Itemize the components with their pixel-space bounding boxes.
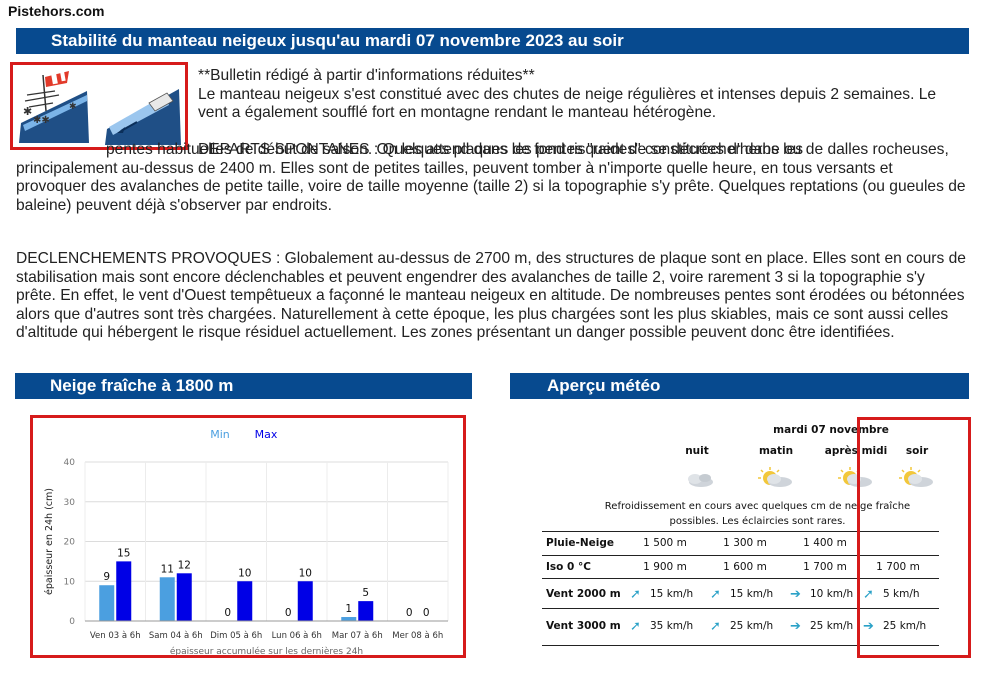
meteo-comment: Refroidissement en cours avec quelques c… [604, 501, 911, 527]
table-divider [542, 608, 939, 609]
data-label: 10 [299, 567, 312, 579]
wind-arrow-icon: ➔ [863, 619, 874, 634]
sun-clouds-icon [836, 466, 876, 495]
y-tick-label: 30 [64, 498, 76, 508]
bulletin-intro-text: Le manteau neigeux s'est constitué avec … [198, 85, 937, 122]
bar-max [176, 573, 192, 621]
meteo-cell: 35 km/h [650, 620, 694, 632]
x-tick-label: Lun 06 à 6h [272, 631, 322, 641]
data-label: 0 [406, 607, 413, 619]
bulletin-title: Stabilité du manteau neigeux jusqu'au ma… [16, 28, 969, 54]
meteo-row-label: Iso 0 °C [546, 561, 591, 573]
provoked-section: DECLENCHEMENTS PROVOQUES : Globalement a… [16, 250, 966, 343]
data-label: 12 [178, 559, 191, 571]
site-logo[interactable]: Pistehors.com [8, 3, 105, 19]
bar-max [297, 581, 313, 621]
bar-min [159, 577, 175, 621]
meteo-row-label: Vent 3000 m [546, 620, 621, 632]
data-label: 1 [345, 603, 352, 615]
data-label: 9 [103, 571, 110, 583]
bar-max [116, 561, 132, 621]
wind-arrow-icon: ➚ [630, 619, 641, 634]
table-divider [542, 555, 939, 556]
period-label: soir [905, 445, 929, 457]
meteo-cell: 1 700 m [876, 561, 920, 573]
period-label: matin [758, 445, 794, 457]
bulletin-intro: **Bulletin rédigé à partir d'information… [198, 67, 968, 159]
data-label: 0 [423, 607, 430, 619]
wind-arrow-icon: ➚ [710, 587, 721, 602]
x-axis-label: épaisseur accumulée sur les dernières 24… [170, 646, 363, 655]
spontaneous-line1: DEPARTS SPONTANES : Quelques plaques de … [198, 140, 804, 158]
snow-section-title: Neige fraîche à 1800 m [15, 373, 472, 399]
meteo-cell: 1 500 m [643, 537, 687, 549]
risk-icons-frame: ✱ ✱✱ ✱ [10, 62, 188, 150]
meteo-cell: 1 400 m [803, 537, 847, 549]
cloudy-night-icon [677, 466, 717, 495]
y-tick-label: 0 [69, 617, 75, 627]
table-divider [542, 645, 939, 646]
x-tick-label: Sam 04 à 6h [149, 631, 203, 641]
legend-max: Max [255, 428, 278, 441]
spontaneous-rest: pentes habituelles de début de saison. O… [16, 141, 966, 214]
svg-text:✱: ✱ [23, 105, 32, 118]
meteo-cell: 5 km/h [883, 588, 920, 600]
x-tick-label: Mar 07 à 6h [332, 631, 383, 641]
svg-text:✱: ✱ [69, 102, 77, 112]
sun-clouds-icon [756, 466, 796, 495]
bar-min [99, 585, 115, 621]
x-tick-label: Dim 05 à 6h [210, 631, 262, 641]
meteo-cell: 1 900 m [643, 561, 687, 573]
data-label: 0 [285, 607, 292, 619]
snow-chart-frame [30, 415, 466, 658]
meteo-cell: 1 300 m [723, 537, 767, 549]
data-label: 11 [161, 563, 174, 575]
wind-arrow-icon: ➔ [790, 619, 801, 634]
spontaneous-text: pentes habituelles de début de saison. O… [16, 141, 966, 215]
legend-min: Min [210, 428, 230, 441]
meteo-cell: 10 km/h [810, 588, 854, 600]
meteo-cell: 1 700 m [803, 561, 847, 573]
wind-arrow-icon: ➚ [630, 587, 641, 602]
sun-clouds-icon [897, 466, 937, 495]
meteo-section-title: Aperçu météo [510, 373, 969, 399]
bulletin-note: **Bulletin rédigé à partir d'information… [198, 67, 535, 84]
y-tick-label: 40 [64, 458, 76, 468]
wind-arrow-icon: ➚ [710, 619, 721, 634]
data-label: 15 [117, 547, 130, 559]
y-tick-label: 20 [64, 538, 76, 548]
meteo-row-label: Vent 2000 m [546, 588, 621, 600]
meteo-cell: 25 km/h [730, 620, 774, 632]
data-label: 5 [362, 587, 369, 599]
provoked-text: DECLENCHEMENTS PROVOQUES : Globalement a… [16, 250, 966, 342]
meteo-cell: 25 km/h [883, 620, 927, 632]
bar-max [237, 581, 253, 621]
meteo-cell: 15 km/h [650, 588, 694, 600]
meteo-cell: 1 600 m [723, 561, 767, 573]
meteo-cell: 15 km/h [730, 588, 774, 600]
period-label: après midi [824, 445, 888, 457]
table-divider [542, 578, 939, 579]
y-axis-label: épaisseur en 24h (cm) [44, 488, 55, 595]
wind-arrow-icon: ➚ [863, 587, 874, 602]
windsock-snow-icon: ✱ ✱✱ ✱ [19, 71, 89, 143]
y-tick-label: 10 [64, 577, 76, 587]
table-divider [542, 531, 939, 532]
data-label: 0 [224, 607, 231, 619]
meteo-soir-highlight [857, 417, 971, 658]
wind-arrow-icon: ➔ [790, 587, 801, 602]
x-tick-label: Mer 08 à 6h [392, 631, 443, 641]
bar-min [341, 617, 357, 621]
meteo-cell: 25 km/h [810, 620, 854, 632]
data-label: 10 [238, 567, 251, 579]
meteo-row-label: Pluie-Neige [546, 537, 614, 549]
svg-text:✱✱: ✱✱ [33, 115, 50, 126]
period-label: nuit [685, 445, 709, 457]
x-tick-label: Ven 03 à 6h [90, 631, 141, 641]
wind-slab-slope-icon [105, 89, 181, 145]
bar-max [358, 601, 374, 621]
